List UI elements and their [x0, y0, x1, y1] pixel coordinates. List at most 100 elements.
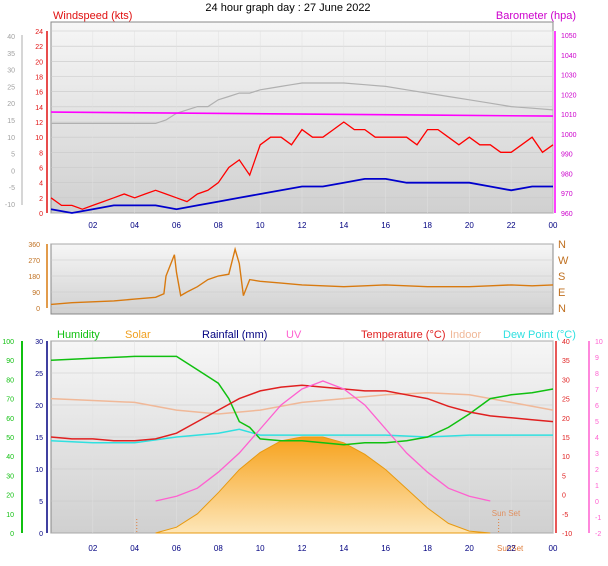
temp-hour-tick: 20 — [465, 544, 474, 553]
outdoor-temp-grey-line — [51, 82, 554, 124]
windspeed-tick: 18 — [35, 75, 43, 82]
windspeed-tick: 20 — [35, 59, 43, 66]
temperature-tick: 35 — [562, 358, 570, 365]
temperature-scale-tick: 30 — [7, 68, 15, 75]
temperature-scale-tick: 10 — [7, 135, 15, 142]
wind-hour-tick: 06 — [172, 221, 181, 230]
direction-panel-bg — [50, 243, 554, 315]
temperature-tick: 25 — [562, 397, 570, 404]
windspeed-gust-line — [50, 121, 554, 210]
direction-panel-series — [50, 246, 554, 306]
windspeed-tick: 2 — [39, 196, 43, 203]
windspeed-tick: 4 — [39, 181, 43, 188]
legend-entry: Temperature (°C) — [361, 329, 445, 341]
compass-tick: N — [558, 239, 566, 251]
legend-entry: Dew Point (°C) — [503, 329, 576, 341]
rainfall-tick: 5 — [39, 499, 43, 506]
humidity-tick: 0 — [10, 531, 14, 538]
temp-hour-tick: 02 — [88, 544, 97, 553]
wind-hour-tick: 12 — [298, 221, 307, 230]
wind-hour-tick: 18 — [423, 221, 432, 230]
legend-entry: Indoor — [450, 329, 482, 341]
uv-tick: 2 — [595, 467, 599, 474]
legend-entry: UV — [286, 329, 302, 341]
humidity-tick: 60 — [6, 416, 14, 423]
humidity-tick: 70 — [6, 397, 14, 404]
temperature-line — [50, 384, 554, 442]
uv-tick: 5 — [595, 419, 599, 426]
humidity-tick: 30 — [6, 473, 14, 480]
temperature-tick: 10 — [562, 454, 570, 461]
wind-hour-tick: 00 — [549, 221, 558, 230]
sun-set-label-bottom: Set — [511, 544, 524, 553]
barometer-line — [50, 111, 554, 117]
humidity-line — [50, 355, 554, 446]
windspeed-axis-title: Windspeed (kts) — [53, 10, 132, 22]
temperature-scale-tick: 0 — [11, 168, 15, 175]
barometer-tick: 1000 — [561, 132, 577, 139]
compass-tick: S — [558, 271, 565, 283]
humidity-tick: 50 — [6, 435, 14, 442]
direction-panel-grid — [51, 243, 553, 309]
legend-entry: Solar — [125, 329, 151, 341]
temp-hour-tick: 12 — [298, 544, 307, 553]
humidity-tick: 40 — [6, 454, 14, 461]
temp-hour-tick: 16 — [381, 544, 390, 553]
humidity-tick: 20 — [6, 493, 14, 500]
temperature-scale-tick: 40 — [7, 34, 15, 41]
compass-tick: E — [558, 287, 565, 299]
direction-degree-tick: 0 — [36, 306, 40, 313]
temperature-scale-tick: 15 — [7, 118, 15, 125]
barometer-tick: 1020 — [561, 92, 577, 99]
barometer-tick: 990 — [561, 152, 573, 159]
temperature-tick: 5 — [562, 473, 566, 480]
humidity-tick: 80 — [6, 377, 14, 384]
humidity-tick: 90 — [6, 358, 14, 365]
windspeed-tick: 0 — [39, 211, 43, 218]
windspeed-average-line — [50, 178, 553, 214]
windspeed-tick: 22 — [35, 44, 43, 51]
temperature-scale-tick: 25 — [7, 84, 15, 91]
temperature-tick: 15 — [562, 435, 570, 442]
uv-tick: 4 — [595, 435, 599, 442]
compass-tick: W — [558, 255, 569, 267]
barometer-tick: 970 — [561, 191, 573, 198]
temp-hour-tick: 22 — [507, 544, 516, 553]
temperature-tick: 20 — [562, 416, 570, 423]
wind-panel-ticks: 024681012141618202224-10-505101520253035… — [5, 29, 577, 230]
wind-hour-tick: 16 — [381, 221, 390, 230]
barometer-tick: 1010 — [561, 112, 577, 119]
uv-tick: 10 — [595, 339, 603, 346]
temperature-scale-tick: 35 — [7, 51, 15, 58]
solar-area — [155, 436, 491, 534]
temp-hour-tick: 14 — [339, 544, 348, 553]
temp-hour-tick: 00 — [549, 544, 558, 553]
rainfall-tick: 30 — [35, 339, 43, 346]
barometer-tick: 1030 — [561, 73, 577, 80]
wind-hour-tick: 02 — [88, 221, 97, 230]
humidity-tick: 100 — [2, 339, 14, 346]
uv-tick: 9 — [595, 355, 599, 362]
temp-hour-tick: 06 — [172, 544, 181, 553]
legend-entry: Humidity — [57, 329, 100, 341]
windspeed-tick: 16 — [35, 90, 43, 97]
direction-degree-tick: 360 — [28, 242, 40, 249]
wind-panel-series — [50, 82, 554, 214]
uv-tick: 6 — [595, 403, 599, 410]
temperature-scale-tick: 20 — [7, 101, 15, 108]
sun-rise-label: Sun — [497, 544, 511, 553]
dew-point-line — [50, 428, 553, 444]
wind-hour-tick: 14 — [339, 221, 348, 230]
page-title: 24 hour graph day : 27 June 2022 — [205, 2, 370, 14]
compass-tick: N — [558, 303, 566, 315]
indoor-temp-line — [50, 392, 554, 415]
uv-tick: -1 — [595, 515, 601, 522]
temperature-tick: 0 — [562, 493, 566, 500]
wind-direction-line — [50, 246, 554, 306]
uv-tick: -2 — [595, 531, 601, 538]
barometer-tick: 980 — [561, 171, 573, 178]
temperature-scale-tick: 5 — [11, 152, 15, 159]
